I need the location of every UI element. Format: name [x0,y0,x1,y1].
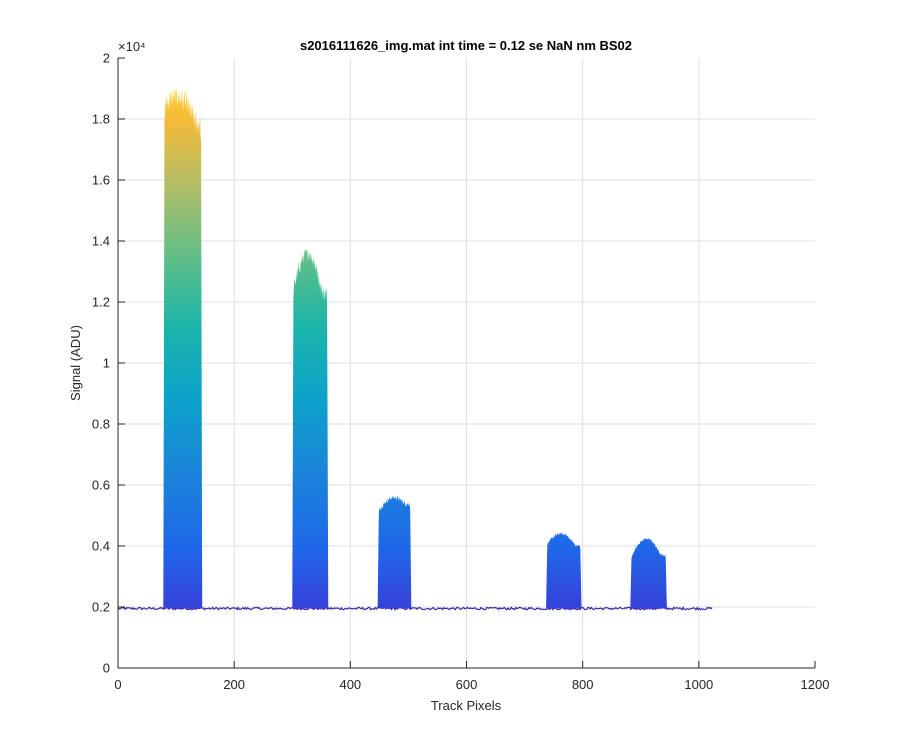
grid [118,58,815,668]
x-tick-label: 400 [339,677,361,692]
chart-title: s2016111626_img.mat int time = 0.12 se N… [300,38,632,53]
peak-4 [546,532,582,609]
data-layer [118,88,713,611]
y-tick-label: 1.8 [92,112,110,127]
y-tick-label: 1.2 [92,295,110,310]
y-tick-label: 0.8 [92,417,110,432]
axes [117,57,816,669]
peak-5 [630,538,667,609]
x-tick-label: 800 [572,677,594,692]
x-tick-label: 1000 [684,677,713,692]
y-tick-label: 1.6 [92,173,110,188]
x-tick-label: 200 [223,677,245,692]
y-tick-label: 0.6 [92,478,110,493]
y-tick-label: 0.2 [92,600,110,615]
x-tick-label: 0 [114,677,121,692]
y-tick-label: 2 [103,51,110,66]
peak-3 [377,495,412,609]
y-tick-label: 0 [103,661,110,676]
x-tick-labels: 0 200 400 600 800 1000 1200 [114,677,829,692]
y-tick-label: 1.4 [92,234,110,249]
y-tick-label: 1 [103,356,110,371]
x-axis-label: Track Pixels [431,698,502,713]
y-tick-label: 0.4 [92,539,110,554]
peak-2 [292,250,329,609]
y-tick-labels: 0 0.2 0.4 0.6 0.8 1 1.2 1.4 1.6 1.8 2 [92,51,110,676]
x-tick-label: 1200 [801,677,830,692]
y-exponent-label: ×10⁴ [118,39,146,54]
baseline-trace [118,606,713,611]
y-axis-label: Signal (ADU) [68,325,83,401]
x-tick-label: 600 [456,677,478,692]
peak-1 [163,88,203,609]
